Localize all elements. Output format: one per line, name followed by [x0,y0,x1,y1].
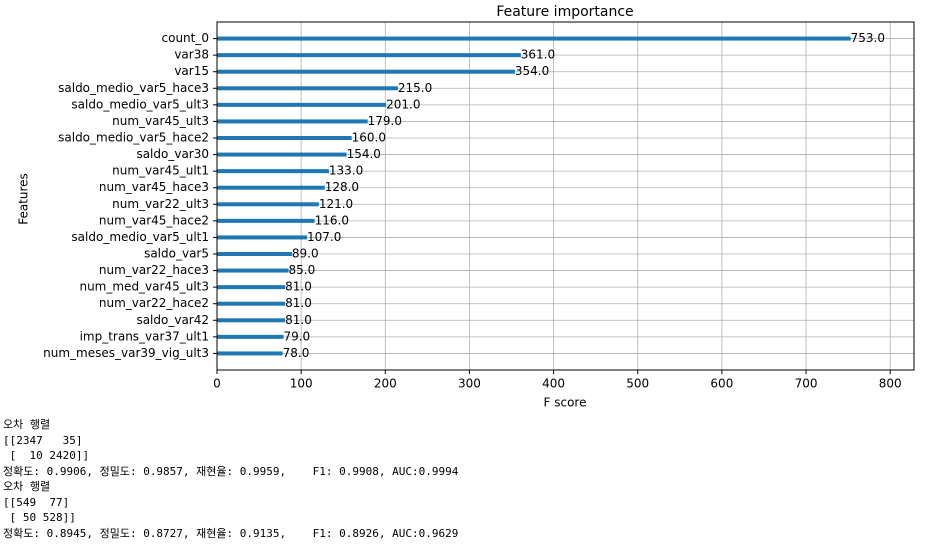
y-tick-label: num_var22_hace3 [99,263,209,277]
data-label: 160.0 [352,131,386,145]
output-line: 오차 행렬 [3,480,51,493]
data-label: 361.0 [521,48,555,62]
data-label: 354.0 [515,64,549,78]
bar [217,252,292,256]
bar [217,152,347,157]
data-label: 128.0 [325,180,359,194]
data-label: 81.0 [285,313,312,327]
data-label: 753.0 [851,31,885,45]
chart: Feature importance F score Features 0 100… [17,4,915,410]
x-tick-label: 800 [879,377,902,391]
bar [217,102,387,107]
y-tick-label: num_meses_var39_vig_ult3 [43,346,209,360]
bar [217,36,851,41]
y-tick-label: saldo_medio_var5_hace2 [58,131,209,145]
data-label: 201.0 [386,97,420,111]
x-tick-label: 300 [458,377,481,391]
data-label: 81.0 [285,280,312,294]
y-tick-label: var38 [174,48,209,62]
bar [217,86,398,91]
y-tick-label: saldo_var5 [144,247,209,261]
data-label: 154.0 [347,147,381,161]
data-label: 78.0 [283,346,310,360]
output-line: [ 50 528]] [3,511,76,524]
y-tick-label: num_var45_ult1 [112,164,209,178]
y-tick-label: num_var45_hace2 [99,213,209,227]
x-tick-label: 100 [290,377,313,391]
bar [217,318,286,323]
bar [217,351,283,356]
x-tick-label: 0 [213,377,221,391]
bar [217,218,315,223]
data-label: 121.0 [319,197,353,211]
y-tick-label: saldo_var30 [136,147,209,161]
output-line: [[2347 35] [3,433,83,447]
bar [217,69,515,74]
x-axis-label: F score [544,396,587,410]
bar [217,235,308,240]
y-tick-label: saldo_medio_var5_hace3 [58,81,209,95]
y-axis-label: Features [17,173,31,225]
bar [217,285,286,290]
y-tick-label: num_med_var45_ult3 [79,280,209,294]
y-tick-label: num_var45_ult3 [112,114,209,128]
bar [217,268,289,273]
chart-title: Feature importance [496,4,633,20]
y-tick-label: num_var22_hace2 [99,296,209,310]
y-tick-label: num_var45_hace3 [99,180,209,194]
x-tick-label: 500 [626,377,649,391]
data-label: 85.0 [289,263,316,277]
bar [217,185,325,190]
output-line: 정확도: 0.9906, 정밀도: 0.9857, 재현율: 0.9959, F… [3,464,459,478]
bar [217,334,284,339]
bar [217,53,521,58]
bar [217,119,368,124]
data-label: 215.0 [398,81,432,95]
output-text: 오차 행렬 [[2347 35] [ 10 2420]] 정확도: 0.9906, … [3,417,458,541]
y-tick-label: num_var22_ult3 [112,197,209,211]
output-line: [[549 77] [3,495,70,509]
y-tick-label: saldo_medio_var5_ult3 [71,97,209,111]
data-label: 116.0 [315,213,349,227]
bar [217,202,319,207]
data-label: 79.0 [283,329,310,343]
x-tick-label: 200 [374,377,397,391]
y-tick-label: var15 [174,64,209,78]
x-tick-label: 400 [542,377,565,391]
x-tick-label: 600 [710,377,733,391]
output-line: [ 10 2420]] [3,449,90,462]
bar [217,136,352,140]
bar [217,169,329,174]
data-label: 81.0 [285,296,312,310]
output-line: 정확도: 0.8945, 정밀도: 0.8727, 재현율: 0.9135, F… [3,526,459,540]
y-tick-label: saldo_var42 [136,313,209,327]
x-tick-label: 700 [795,377,818,391]
data-label: 107.0 [307,230,341,244]
data-label: 133.0 [329,164,363,178]
data-label: 89.0 [292,247,319,261]
bar [217,301,286,306]
y-tick-label: count_0 [162,31,210,45]
y-tick-label: imp_trans_var37_ult1 [80,329,209,343]
y-tick-label: saldo_medio_var5_ult1 [71,230,209,244]
plot-frame [216,21,915,371]
output-line: 오차 행렬 [3,418,51,431]
data-label: 179.0 [368,114,402,128]
